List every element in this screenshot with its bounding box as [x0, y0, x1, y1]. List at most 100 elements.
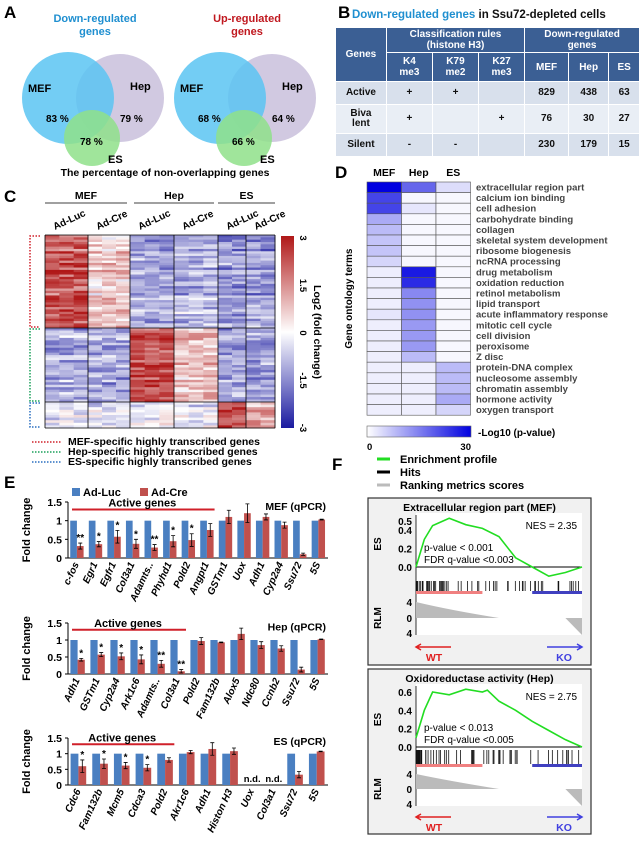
heatmap-cell: [45, 316, 60, 320]
heatmap-cell: [246, 360, 261, 364]
y-tick-label: 0.5: [47, 652, 62, 664]
heatmap-cell: [73, 382, 89, 386]
heatmap-cell: [232, 323, 247, 327]
heatmap-cell: [73, 253, 89, 257]
heatmap-cell: [188, 382, 204, 386]
bar-ad-luc: [200, 520, 207, 558]
heatmap-cell: [188, 279, 204, 282]
heatmap-cell: [102, 286, 117, 289]
x-tick-label: Pold2: [149, 787, 171, 817]
group-label: MEF: [75, 190, 98, 202]
heatmap-cell: [174, 241, 190, 245]
heatmap-cell: [144, 260, 160, 264]
heatmap-cell: [116, 374, 131, 378]
heatmap-cell: [260, 281, 276, 285]
bar-ad-cre: [151, 547, 158, 558]
heatmap-cell: [116, 239, 131, 243]
heatmap-cell: [232, 304, 247, 308]
heatmap-cell: [88, 355, 103, 359]
heatmap-cell: [174, 340, 190, 344]
heatmap-cell: [232, 355, 247, 359]
heatmap-cell: [401, 319, 437, 331]
heatmap-cell: [59, 347, 75, 351]
legend-swatch-ad-luc: [72, 488, 80, 496]
not-detected-label: n.d.: [244, 774, 261, 785]
heatmap-cell: [174, 253, 190, 257]
error-bar: [282, 521, 287, 529]
heatmap-cell: [232, 335, 247, 339]
heatmap-cell: [174, 412, 190, 416]
heatmap-cell: [401, 181, 437, 193]
heatmap-cell: [260, 300, 276, 303]
heatmap-cell: [59, 377, 75, 381]
heatmap-cell: [260, 309, 276, 313]
heatmap-cell: [203, 246, 219, 250]
heatmap-cell: [174, 420, 190, 424]
heatmap-cell: [130, 321, 146, 324]
heatmap-cell: [188, 260, 204, 264]
rank-bar-ko: [532, 591, 582, 594]
heatmap-cell: [232, 260, 247, 264]
heatmap-cell: [246, 350, 261, 354]
heatmap-cell: [130, 307, 146, 310]
heatmap-cell: [45, 387, 60, 391]
y-axis-label: Gene ontology terms: [344, 248, 355, 348]
heatmap-cell: [144, 335, 160, 339]
heatmap-cell: [59, 422, 75, 426]
y-tick-label: 1.5: [47, 733, 62, 745]
heatmap-cell: [45, 318, 60, 322]
heatmap-cell: [59, 387, 75, 391]
heatmap-cell: [260, 337, 276, 341]
heatmap-cell: [45, 345, 60, 349]
ko-arrow: [547, 813, 584, 821]
bar-ad-luc: [113, 753, 122, 785]
heatmap-cell: [246, 288, 261, 292]
heatmap-cell: [218, 394, 233, 398]
heatmap-cell: [59, 283, 75, 287]
heatmap-cell: [232, 272, 247, 276]
cell: 76: [525, 105, 569, 133]
heatmap-cell: [260, 311, 276, 315]
heatmap-cell: [88, 372, 103, 376]
heatmap-cell: [232, 330, 247, 334]
significance-mark: *: [97, 532, 101, 543]
heatmap-cell: [144, 409, 160, 413]
heatmap-cell: [260, 367, 276, 371]
heatmap-cell: [174, 417, 190, 421]
heatmap-cell: [116, 269, 131, 273]
heatmap-cell: [174, 311, 190, 315]
heatmap-cell: [130, 402, 146, 406]
heatmap-cell: [144, 377, 160, 381]
heatmap-cell: [174, 276, 190, 280]
heatmap-cell: [116, 244, 131, 248]
heatmap-cell: [73, 265, 89, 269]
heatmap-cell: [159, 297, 175, 301]
heatmap-cell: [59, 357, 75, 361]
venn-caption: The percentage of non-overlapping genes: [61, 167, 270, 179]
heatmap-cell: [188, 241, 204, 245]
heatmap-cell: [188, 325, 204, 329]
heatmap-cell: [59, 362, 75, 366]
heatmap-cell: [159, 286, 175, 289]
heatmap-cell: [88, 300, 103, 303]
heatmap-cell: [232, 392, 247, 396]
heatmap-cell: [144, 288, 160, 292]
heatmap-cell: [73, 316, 89, 320]
heatmap-cell: [174, 295, 190, 299]
error-bar: [319, 638, 324, 641]
heatmap-cell: [366, 224, 402, 236]
heatmap-cell: [88, 288, 103, 292]
heatmap-cell: [174, 402, 190, 406]
heatmap-cell: [45, 382, 60, 386]
heatmap-cell: [203, 340, 219, 344]
heatmap-cell: [59, 265, 75, 269]
heatmap-cell: [45, 286, 60, 289]
heatmap-cell: [116, 357, 131, 361]
heatmap-cell: [366, 255, 402, 268]
bar-ad-cre: [143, 767, 152, 785]
heatmap-cell: [144, 267, 160, 271]
heatmap-cell: [102, 340, 117, 344]
heatmap-cell: [188, 415, 204, 419]
heatmap-cell: [218, 409, 233, 413]
bar-ad-cre: [281, 525, 288, 558]
